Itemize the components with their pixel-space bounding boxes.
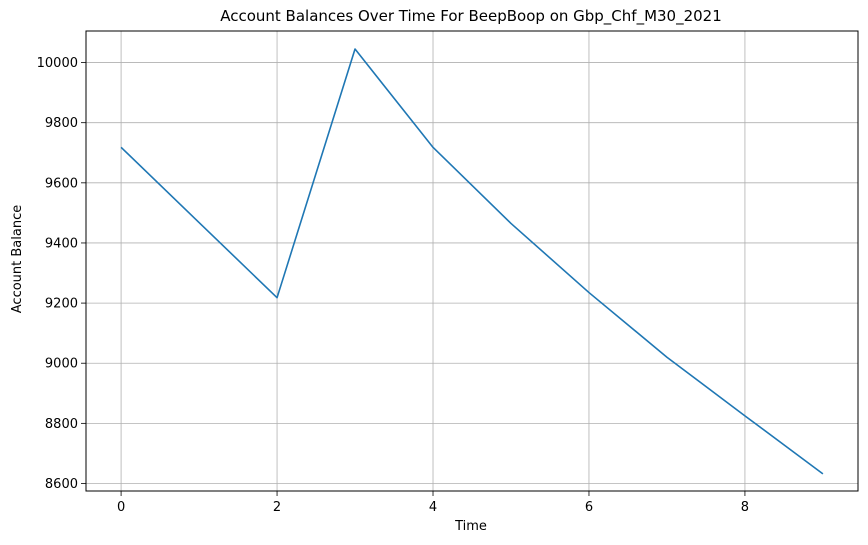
y-axis: 8600 8800 9000 9200 9400 9600 9800 10000 bbox=[37, 56, 86, 492]
plot-area bbox=[120, 48, 824, 475]
x-tick-label: 6 bbox=[585, 500, 593, 515]
y-tick-label: 10000 bbox=[37, 56, 78, 71]
y-tick-label: 9800 bbox=[45, 116, 78, 131]
chart-title: Account Balances Over Time For BeepBoop … bbox=[220, 7, 722, 26]
x-tick-label: 2 bbox=[273, 500, 281, 515]
y-tick-label: 9600 bbox=[45, 176, 78, 191]
y-tick-label: 8600 bbox=[45, 477, 78, 492]
y-tick-label: 9200 bbox=[45, 297, 78, 312]
y-tick-label: 9000 bbox=[45, 357, 78, 372]
x-tick-label: 4 bbox=[429, 500, 437, 515]
grid bbox=[86, 31, 858, 491]
x-tick-label: 0 bbox=[117, 500, 125, 515]
x-axis-label: Time bbox=[454, 519, 487, 534]
series-line bbox=[120, 48, 824, 475]
x-tick-label: 8 bbox=[741, 500, 749, 515]
x-axis: 0 2 4 6 8 bbox=[117, 491, 749, 515]
y-axis-label: Account Balance bbox=[10, 205, 25, 313]
plot-frame bbox=[85, 30, 859, 492]
y-tick-label: 8800 bbox=[45, 417, 78, 432]
y-tick-label: 9400 bbox=[45, 236, 78, 251]
